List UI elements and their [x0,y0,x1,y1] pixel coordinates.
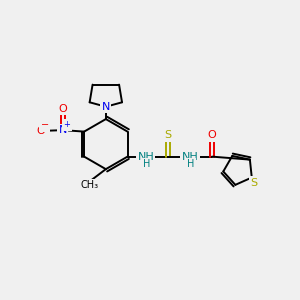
Text: N: N [102,102,110,112]
Text: O: O [58,104,67,114]
Text: NH: NH [182,152,198,162]
Text: CH₃: CH₃ [81,180,99,190]
Text: O: O [208,130,216,140]
Text: +: + [64,120,70,129]
Text: −: − [40,120,49,130]
Text: NH: NH [137,152,154,162]
Text: N: N [59,125,67,135]
Text: S: S [250,178,258,188]
Text: H: H [143,159,150,169]
Text: S: S [164,130,171,140]
Text: H: H [187,159,194,169]
Text: O: O [37,126,46,136]
